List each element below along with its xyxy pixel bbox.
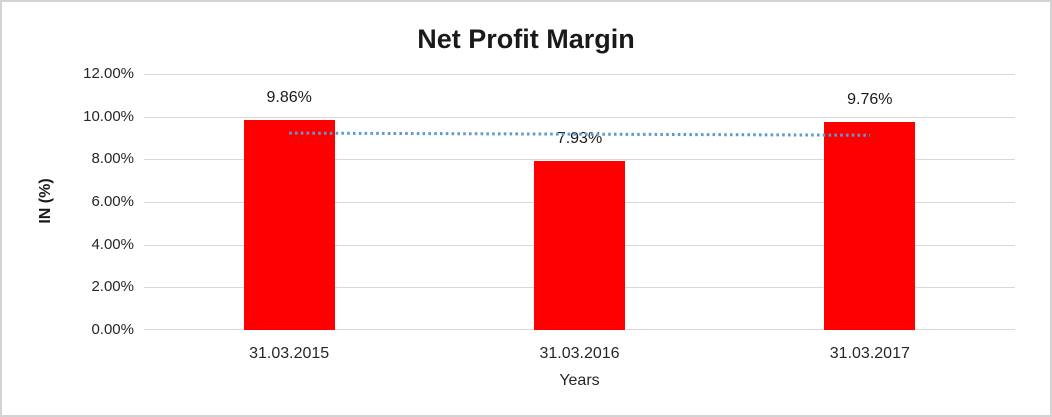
bar-value-label: 9.76%	[847, 90, 893, 108]
y-tick-label: 0.00%	[91, 321, 134, 338]
x-tick-label: 31.03.2017	[829, 345, 910, 362]
bar	[824, 121, 916, 330]
x-axis-title: Years	[559, 372, 600, 389]
y-tick-label: 10.00%	[83, 107, 134, 125]
bar	[243, 119, 335, 330]
gridline	[144, 116, 1015, 118]
bar-value-label: 7.93%	[556, 129, 603, 147]
gridline	[144, 74, 1015, 75]
y-tick-label: 2.00%	[91, 278, 134, 296]
gridline	[144, 159, 1015, 161]
y-tick-label: 4.00%	[91, 235, 134, 253]
chart-title: Net Profit Margin	[417, 24, 635, 54]
bar-value-label: 9.86%	[266, 88, 312, 106]
y-tick-label: 6.00%	[91, 193, 134, 210]
plot-area: 9.86% 7.93% 9.76%	[144, 74, 1015, 330]
y-tick-label: 8.00%	[91, 150, 134, 168]
x-tick-label: 31.03.2015	[249, 345, 330, 362]
x-tick-label: 31.03.2016	[539, 345, 620, 362]
bar	[534, 160, 625, 330]
y-tick-label: 12.00%	[83, 65, 134, 82]
